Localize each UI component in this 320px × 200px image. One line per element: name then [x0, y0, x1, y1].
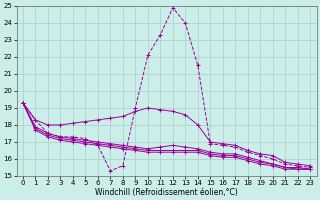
- X-axis label: Windchill (Refroidissement éolien,°C): Windchill (Refroidissement éolien,°C): [95, 188, 238, 197]
